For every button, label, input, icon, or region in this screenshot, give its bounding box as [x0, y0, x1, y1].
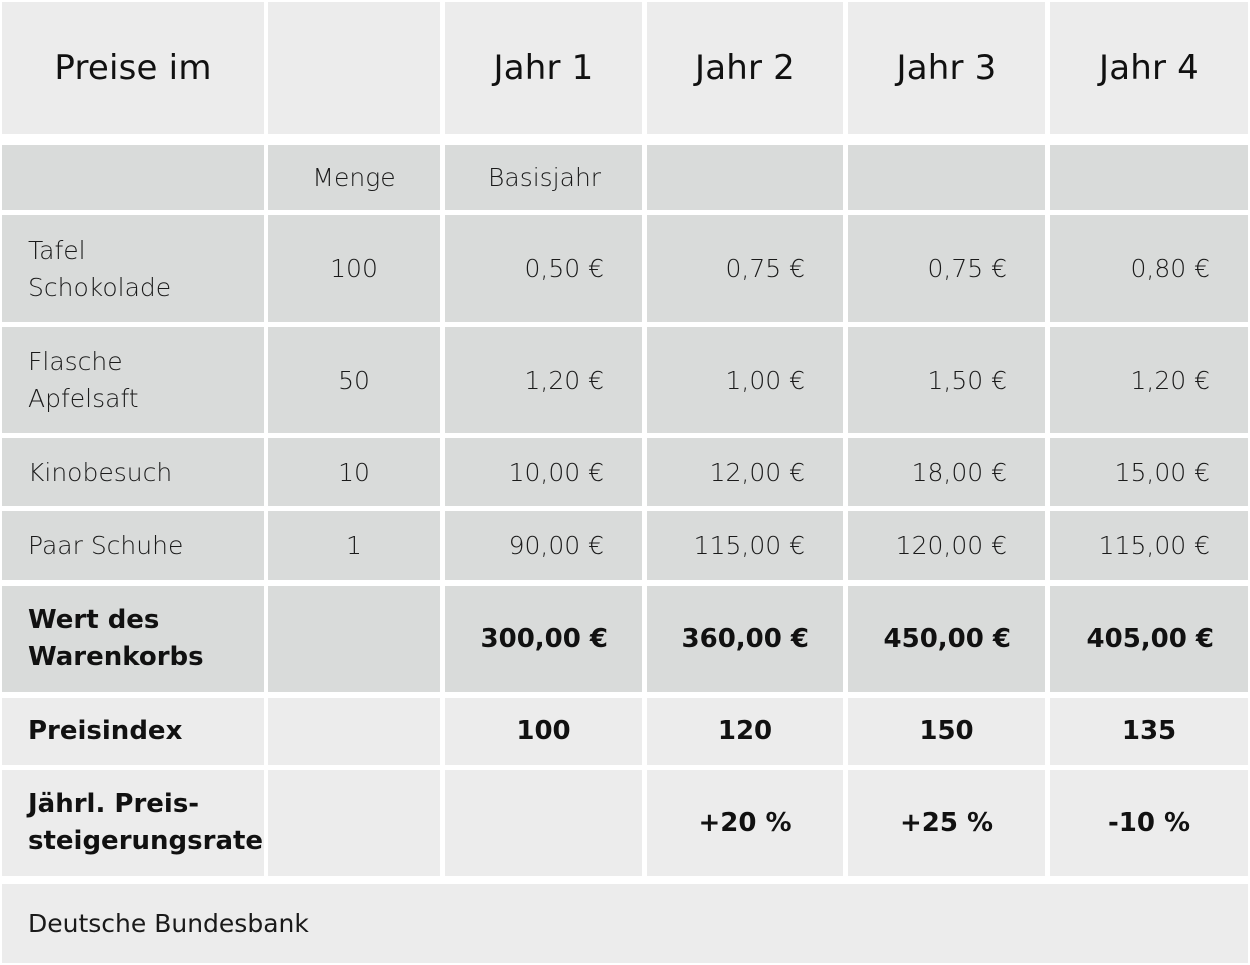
- basket-value-row: Wert des Warenkorbs 300,00 € 360,00 € 45…: [0, 586, 1250, 692]
- item-price-year-3: 1,50 €: [848, 327, 1045, 433]
- item-price-year-3: 18,00 €: [848, 438, 1045, 506]
- header-year-4: Jahr 4: [1050, 2, 1248, 134]
- item-price-year-1: 1,20 €: [445, 327, 642, 433]
- item-name: Kinobesuch: [2, 438, 264, 506]
- item-price-year-2: 12,00 €: [647, 438, 843, 506]
- basket-value-blank: [268, 586, 440, 692]
- subheader-blank-3: [848, 145, 1045, 210]
- inflation-rate-year-3: +25 %: [848, 770, 1045, 876]
- header-blank: [268, 2, 440, 134]
- price-index-row: Preisindex 100 120 150 135: [0, 698, 1250, 765]
- source-footer: Deutsche Bundesbank: [2, 884, 1248, 963]
- item-price-year-1: 90,00 €: [445, 511, 642, 580]
- item-price-year-4: 15,00 €: [1050, 438, 1248, 506]
- price-index-year-3: 150: [848, 698, 1045, 765]
- header-year-1: Jahr 1: [445, 2, 642, 134]
- header-year-3: Jahr 3: [848, 2, 1045, 134]
- subheader-blank: [2, 145, 264, 210]
- subheader-blank-4: [1050, 145, 1248, 210]
- item-price-year-4: 115,00 €: [1050, 511, 1248, 580]
- price-index-label: Preisindex: [2, 698, 264, 765]
- table-row: Paar Schuhe 1 90,00 € 115,00 € 120,00 € …: [0, 511, 1250, 580]
- subheader-blank-2: [647, 145, 843, 210]
- item-name: Tafel Schokolade: [2, 215, 264, 322]
- item-price-year-4: 0,80 €: [1050, 215, 1248, 322]
- item-price-year-2: 0,75 €: [647, 215, 843, 322]
- basket-value-year-4: 405,00 €: [1050, 586, 1248, 692]
- item-price-year-1: 0,50 €: [445, 215, 642, 322]
- item-price-year-1: 10,00 €: [445, 438, 642, 506]
- item-price-year-3: 120,00 €: [848, 511, 1045, 580]
- inflation-rate-blank: [268, 770, 440, 876]
- table-row: Tafel Schokolade 100 0,50 € 0,75 € 0,75 …: [0, 215, 1250, 322]
- inflation-rate-year-2: +20 %: [647, 770, 843, 876]
- header-year-2: Jahr 2: [647, 2, 843, 134]
- price-index-blank: [268, 698, 440, 765]
- item-menge: 50: [268, 327, 440, 433]
- item-name: Flasche Apfelsaft: [2, 327, 264, 433]
- inflation-rate-year-1: [445, 770, 642, 876]
- header-row: Preise im Jahr 1 Jahr 2 Jahr 3 Jahr 4: [0, 2, 1250, 134]
- basket-value-year-3: 450,00 €: [848, 586, 1045, 692]
- inflation-rate-year-4: -10 %: [1050, 770, 1248, 876]
- item-price-year-2: 115,00 €: [647, 511, 843, 580]
- inflation-rate-label: Jährl. Preis- steigerungsrate: [2, 770, 264, 876]
- inflation-rate-row: Jährl. Preis- steigerungsrate +20 % +25 …: [0, 770, 1250, 876]
- item-price-year-4: 1,20 €: [1050, 327, 1248, 433]
- subheader-basisjahr: Basisjahr: [445, 145, 642, 210]
- item-name: Paar Schuhe: [2, 511, 264, 580]
- price-index-year-4: 135: [1050, 698, 1248, 765]
- source-text: Deutsche Bundesbank: [28, 909, 309, 938]
- item-menge: 10: [268, 438, 440, 506]
- basket-value-year-1: 300,00 €: [445, 586, 642, 692]
- price-index-year-2: 120: [647, 698, 843, 765]
- header-title: Preise im: [2, 2, 264, 134]
- item-menge: 1: [268, 511, 440, 580]
- subheader-menge: Menge: [268, 145, 440, 210]
- table-row: Kinobesuch 10 10,00 € 12,00 € 18,00 € 15…: [0, 438, 1250, 506]
- item-price-year-2: 1,00 €: [647, 327, 843, 433]
- table-row: Flasche Apfelsaft 50 1,20 € 1,00 € 1,50 …: [0, 327, 1250, 433]
- basket-value-year-2: 360,00 €: [647, 586, 843, 692]
- item-price-year-3: 0,75 €: [848, 215, 1045, 322]
- item-menge: 100: [268, 215, 440, 322]
- subheader-row: Menge Basisjahr: [0, 145, 1250, 210]
- basket-value-label: Wert des Warenkorbs: [2, 586, 264, 692]
- price-index-year-1: 100: [445, 698, 642, 765]
